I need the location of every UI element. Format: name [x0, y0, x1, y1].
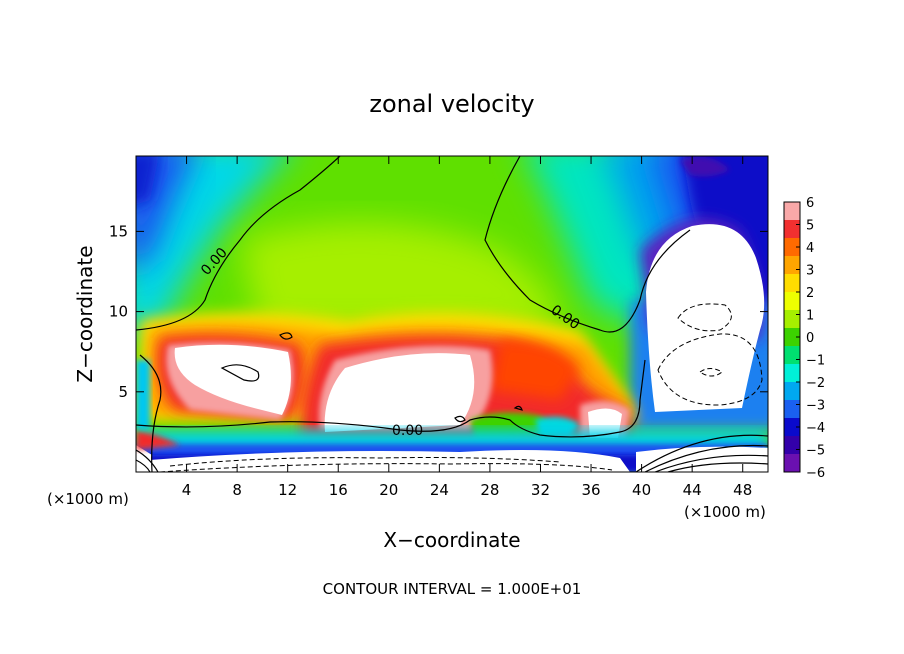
- colorbar-tick-label: −4: [806, 421, 825, 436]
- x-tick-label: 28: [480, 481, 499, 499]
- x-tick-label: 40: [632, 481, 651, 499]
- colorbar-swatch: [784, 238, 800, 257]
- colorbar: 6 5 4 3 2 1 0 −1 −2 −3 −4 −5 −6: [783, 196, 825, 481]
- colorbar-swatch: [784, 292, 800, 311]
- contour-lines-dashed: [159, 303, 763, 472]
- colorbar-tick-label: 5: [806, 219, 814, 234]
- contour-interval-text: CONTOUR INTERVAL = 1.000E+01: [323, 580, 582, 598]
- x-tick-label: 16: [329, 481, 348, 499]
- colorbar-tick-label: 4: [806, 241, 814, 256]
- chart-title: zonal velocity: [369, 90, 534, 118]
- x-tick-label: 36: [581, 481, 600, 499]
- colorbar-swatch: [784, 364, 800, 383]
- colorbar-tick-label: 2: [806, 286, 814, 301]
- colorbar-swatch: [784, 310, 800, 329]
- x-tick-label: 48: [733, 481, 752, 499]
- heatmap-field: [136, 156, 768, 472]
- contour-lines: [136, 156, 768, 472]
- y-axis-label: Z−coordinate: [73, 245, 97, 382]
- colorbar-tick-label: 6: [806, 196, 814, 211]
- colorbar-swatch: [784, 382, 800, 401]
- y-tick-label: 15: [109, 222, 128, 240]
- x-tick-label: 4: [182, 481, 192, 499]
- y-tick-label: 10: [109, 303, 128, 321]
- colorbar-swatch: [784, 328, 800, 347]
- colorbar-tick-label: 0: [806, 331, 814, 346]
- colorbar-tick-label: −5: [806, 444, 825, 459]
- y-tick-label: 5: [118, 383, 128, 401]
- x-unit-left: (×1000 m): [47, 490, 129, 508]
- colorbar-tick-label: −2: [806, 376, 825, 391]
- colorbar-swatch: [784, 274, 800, 293]
- x-unit-right: (×1000 m): [684, 503, 766, 521]
- colorbar-swatch: [784, 346, 800, 365]
- colorbar-tick-label: −1: [806, 354, 825, 369]
- colorbar-tick-label: −6: [806, 466, 825, 481]
- colorbar-tick-label: 1: [806, 309, 814, 324]
- x-tick-label: 32: [531, 481, 550, 499]
- y-axis: 5 10 15: [109, 222, 768, 401]
- colorbar-tick-label: −3: [806, 399, 825, 414]
- colorbar-tick-label: 3: [806, 264, 814, 279]
- x-tick-label: 8: [232, 481, 242, 499]
- colorbar-swatch: [784, 400, 800, 419]
- x-axis-label: X−coordinate: [383, 528, 520, 552]
- x-tick-label: 44: [683, 481, 702, 499]
- colorbar-swatch: [784, 220, 800, 239]
- plot-frame: [135, 155, 769, 473]
- colorbar-swatch: [784, 454, 800, 473]
- x-tick-label: 24: [430, 481, 449, 499]
- colorbar-swatch: [784, 202, 800, 221]
- x-tick-label: 20: [379, 481, 398, 499]
- x-tick-label: 12: [278, 481, 297, 499]
- contour-label: 0.00: [392, 423, 423, 439]
- colorbar-swatch: [784, 418, 800, 437]
- x-axis: 4 8 12 16 20 24 28 32 36 40 44 48: [182, 156, 752, 499]
- colorbar-swatch: [784, 256, 800, 275]
- colorbar-swatch: [784, 436, 800, 455]
